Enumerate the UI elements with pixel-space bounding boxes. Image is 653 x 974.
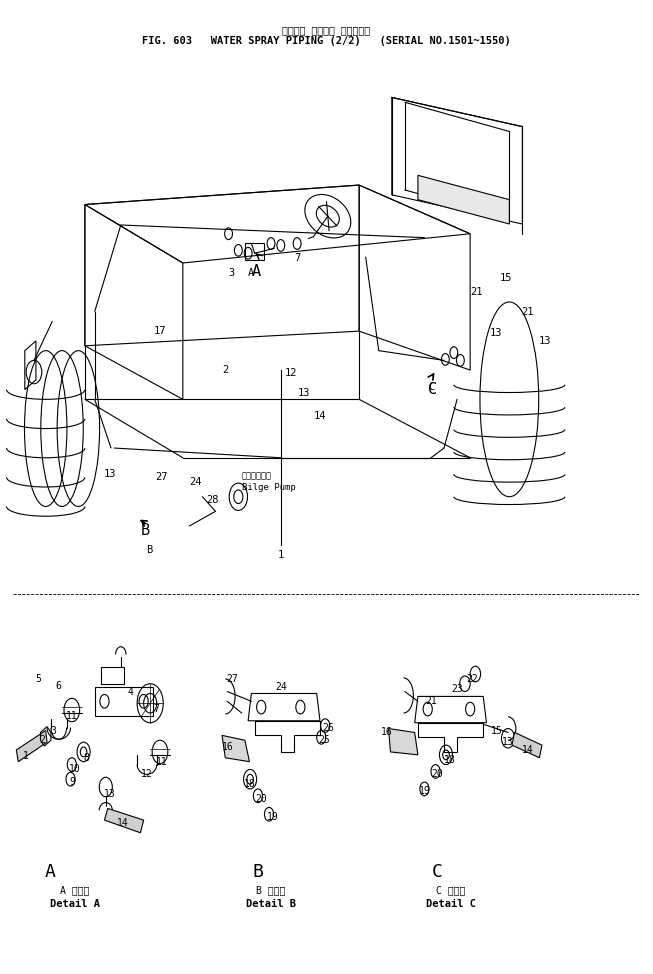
Text: 15: 15	[490, 726, 502, 735]
Text: 13: 13	[297, 389, 310, 398]
Text: 27: 27	[155, 472, 168, 482]
Text: 16: 16	[381, 728, 392, 737]
Text: 18: 18	[443, 755, 455, 765]
Text: 26: 26	[322, 723, 334, 732]
Text: 11: 11	[66, 711, 78, 721]
Text: 20: 20	[255, 794, 267, 804]
Text: C: C	[428, 382, 437, 397]
Text: Detail B: Detail B	[246, 899, 296, 909]
Bar	[245, 243, 264, 260]
Polygon shape	[389, 729, 418, 755]
Text: 13: 13	[502, 737, 514, 747]
Text: 14: 14	[313, 411, 326, 421]
Text: 21: 21	[470, 287, 483, 297]
Text: 21: 21	[425, 696, 437, 706]
Text: Detail A: Detail A	[50, 899, 100, 909]
Text: ビルジポンプ: ビルジポンプ	[242, 471, 272, 481]
Polygon shape	[222, 735, 249, 762]
Text: ウォータ スプレイ パイピング: ウォータ スプレイ パイピング	[283, 25, 370, 35]
Text: 28: 28	[206, 495, 219, 505]
Text: B: B	[140, 523, 150, 539]
Text: 19: 19	[267, 812, 279, 822]
Text: C: C	[432, 863, 443, 880]
Text: Detail C: Detail C	[426, 899, 475, 909]
Text: B: B	[146, 545, 152, 555]
Text: A 詳細図: A 詳細図	[61, 885, 89, 895]
Text: C: C	[428, 382, 434, 392]
Text: A: A	[248, 268, 255, 278]
Text: A: A	[44, 863, 55, 880]
Text: 23: 23	[451, 684, 463, 693]
Text: 12: 12	[284, 368, 297, 378]
Text: 16: 16	[221, 742, 233, 752]
Text: 17: 17	[153, 326, 167, 336]
Text: FIG. 603   WATER SPRAY PIPING (2/2)   (SERIAL NO.1501~1550): FIG. 603 WATER SPRAY PIPING (2/2) (SERIA…	[142, 36, 511, 46]
Text: 22: 22	[466, 674, 478, 684]
Text: 4: 4	[128, 687, 133, 696]
Text: B: B	[253, 863, 263, 880]
Polygon shape	[418, 175, 509, 224]
Text: 21: 21	[521, 307, 534, 317]
Text: 15: 15	[500, 273, 513, 282]
Text: 5: 5	[35, 674, 40, 684]
Text: 2: 2	[40, 735, 45, 745]
Text: 1: 1	[278, 550, 284, 560]
Polygon shape	[16, 730, 47, 762]
Text: 3: 3	[229, 268, 235, 278]
Text: 2: 2	[222, 365, 229, 375]
Text: 14: 14	[522, 745, 534, 755]
Text: 7: 7	[154, 704, 159, 714]
Text: 14: 14	[117, 818, 129, 828]
Text: 11: 11	[156, 757, 168, 767]
Text: 25: 25	[318, 735, 330, 745]
Text: 24: 24	[189, 477, 202, 487]
Text: 13: 13	[490, 328, 503, 338]
Text: 13: 13	[104, 789, 116, 799]
Text: 10: 10	[69, 765, 81, 774]
Polygon shape	[104, 808, 144, 833]
Text: 24: 24	[275, 682, 287, 692]
Text: C 詳細図: C 詳細図	[436, 885, 465, 895]
Text: B 詳細図: B 詳細図	[257, 885, 285, 895]
Text: 27: 27	[226, 674, 238, 684]
Text: 20: 20	[432, 769, 443, 779]
Text: 9: 9	[69, 777, 74, 787]
Text: 3: 3	[51, 726, 56, 735]
Text: 19: 19	[419, 786, 430, 796]
Text: 12: 12	[141, 769, 153, 779]
Text: 13: 13	[539, 336, 552, 346]
Text: 18: 18	[244, 779, 255, 789]
Text: 6: 6	[56, 681, 61, 691]
Text: 1: 1	[24, 751, 29, 761]
Polygon shape	[512, 732, 542, 758]
Text: 7: 7	[294, 253, 300, 263]
Text: 8: 8	[84, 753, 89, 763]
Text: Bilge Pump: Bilge Pump	[242, 483, 295, 493]
Text: 13: 13	[103, 469, 116, 479]
Text: A: A	[251, 264, 261, 280]
